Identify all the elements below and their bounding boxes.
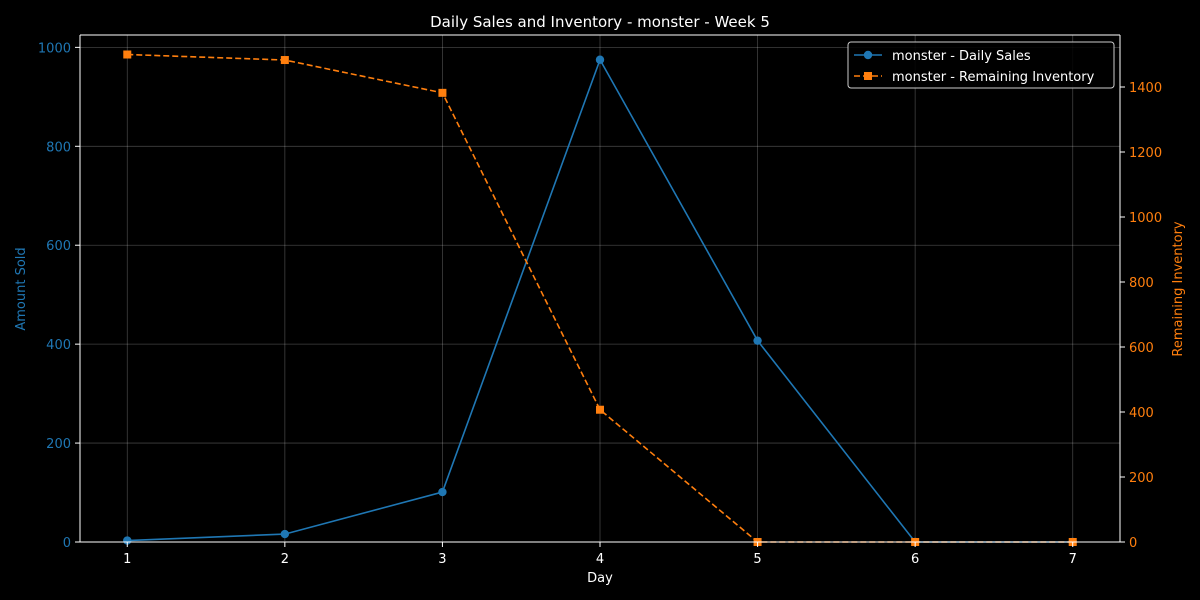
- legend-marker: [864, 72, 872, 80]
- x-tick-label: 7: [1069, 552, 1077, 567]
- legend-label: monster - Daily Sales: [892, 49, 1031, 64]
- legend-box: [847, 41, 1115, 89]
- y-axis-right-title: Remaining Inventory: [1171, 221, 1186, 357]
- chart-title: Daily Sales and Inventory - monster - We…: [430, 13, 770, 31]
- axes: 1 2 3 4 5 6 7 0 200 400 600 800 1000 0 200 400 600 800 100…: [38, 34, 1162, 567]
- x-tick-label: 6: [911, 552, 919, 567]
- y-left-tick-label: 400: [46, 338, 71, 353]
- y-right-tick-label: 800: [1129, 276, 1154, 291]
- data-point: [753, 336, 762, 345]
- y-right-tick-label: 200: [1129, 471, 1154, 486]
- data-point: [438, 487, 447, 497]
- y-right-tick-label: 600: [1129, 341, 1154, 356]
- y-right-tick-label: 1400: [1129, 81, 1162, 96]
- y-right-tick-label: 1200: [1129, 146, 1162, 161]
- data-point: [123, 50, 132, 59]
- y-axis-left-title: Amount Sold: [14, 247, 29, 330]
- y-left-tick-label: 0: [63, 536, 71, 551]
- data-point: [280, 529, 290, 539]
- data-point: [438, 88, 447, 97]
- legend-marker: [863, 50, 873, 60]
- legend-item: monster - Daily Sales: [854, 49, 1031, 64]
- y-left-tick-label: 1000: [38, 41, 71, 56]
- data-point: [123, 536, 132, 545]
- y-right-tick-label: 0: [1129, 536, 1137, 551]
- y-left-tick-label: 800: [46, 140, 71, 155]
- y-left-tick-label: 200: [46, 437, 71, 452]
- x-tick-label: 5: [753, 552, 761, 567]
- legend-label: monster - Remaining Inventory: [892, 70, 1095, 85]
- y-right-tick-label: 400: [1129, 406, 1154, 421]
- x-axis-title: Day: [587, 571, 613, 586]
- data-point: [596, 405, 604, 414]
- x-tick-label: 4: [596, 552, 604, 567]
- data-point: [280, 56, 289, 65]
- legend: monster - Daily Sales monster - Remaining…: [847, 41, 1115, 89]
- y-right-tick-label: 1000: [1129, 211, 1162, 226]
- x-tick-label: 2: [281, 552, 289, 567]
- data-point: [595, 55, 605, 64]
- legend-item: monster - Remaining Inventory: [854, 70, 1095, 85]
- x-tick-label: 3: [438, 552, 446, 567]
- y-left-tick-label: 600: [46, 239, 71, 254]
- x-tick-label: 1: [123, 552, 131, 567]
